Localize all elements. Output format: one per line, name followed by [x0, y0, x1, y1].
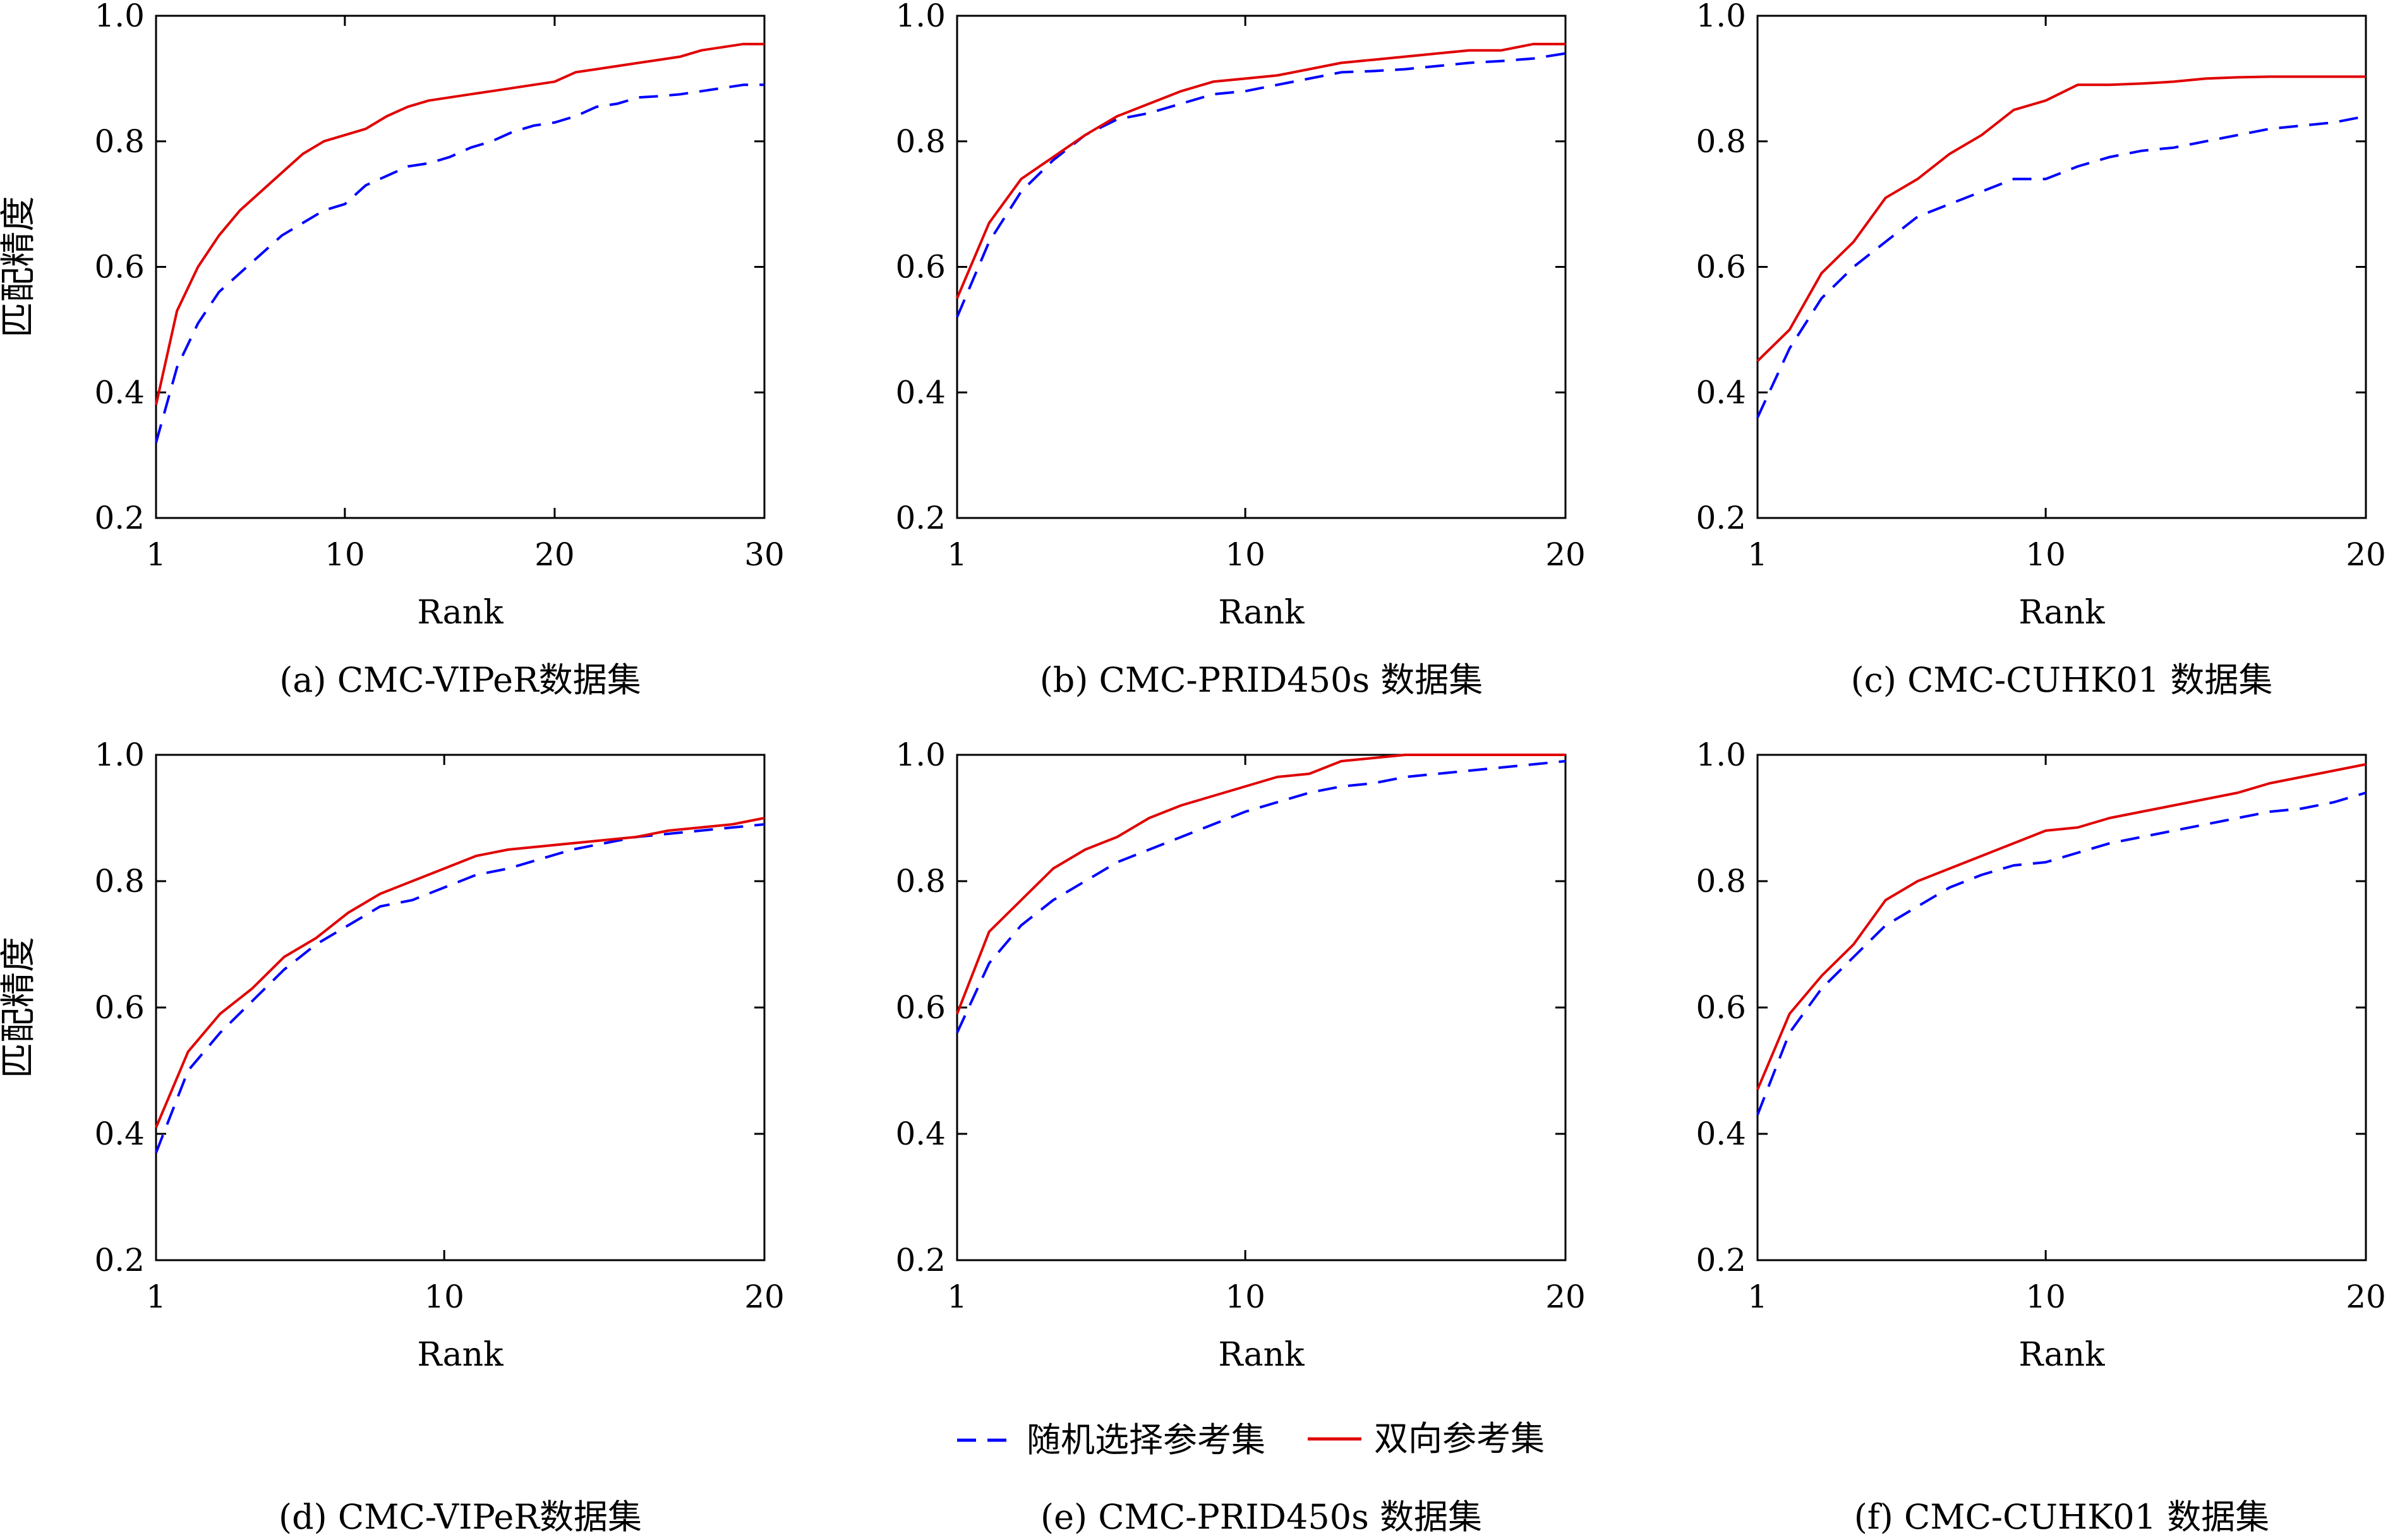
chart-panel-4: 0.2 0.4 0.6 0.8 1.0 1 10 20 Rank 匹配精度 (d) CMC-VIPe…	[0, 737, 785, 1537]
y-tick-label: 0.4	[1696, 374, 1746, 411]
y-tick-label: 0.8	[895, 863, 946, 899]
y-tick-label: 1.0	[895, 0, 946, 34]
y-tick-label: 0.4	[94, 1116, 145, 1152]
y-tick-label: 0.8	[1696, 123, 1746, 160]
x-tick-label: 1	[947, 536, 967, 573]
y-tick-label: 0.4	[1696, 1116, 1746, 1152]
y-tick-label: 0.6	[1696, 989, 1746, 1026]
y-tick-label: 1.0	[94, 737, 145, 773]
x-tick-label: 10	[424, 1278, 464, 1315]
x-tick-label: 30	[744, 536, 785, 573]
y-tick-label: 0.6	[94, 249, 145, 286]
x-tick-label: 20	[1545, 1278, 1586, 1315]
y-tick-label: 0.6	[94, 989, 145, 1026]
y-tick-label: 0.8	[895, 123, 946, 160]
x-tick-label: 20	[1545, 536, 1586, 573]
series-line-bidirectional	[1756, 763, 2367, 1090]
series-line-bidirectional	[1756, 75, 2366, 363]
y-tick-label: 0.2	[895, 1242, 946, 1278]
series-line-random	[956, 760, 1566, 1033]
x-tick-label: 1	[146, 1278, 166, 1315]
x-tick-label: 10	[2025, 536, 2066, 573]
chart-panel-5: 0.2 0.4 0.6 0.8 1.0 1 10 20 Rank (e) CMC-PRID450s…	[895, 737, 1585, 1537]
panel-caption: (d) CMC-VIPeR数据集	[279, 1497, 642, 1537]
panel-caption: (c) CMC-CUHK01 数据集	[1851, 660, 2273, 700]
series-line-bidirectional	[155, 817, 765, 1128]
chart-panel-1: 0.2 0.4 0.6 0.8 1.0 1 10 20 30 Rank 匹配精度 (a) CMC-VI…	[0, 0, 785, 700]
x-tick-label: 1	[1747, 1278, 1768, 1315]
panel-caption: (b) CMC-PRID450s 数据集	[1040, 660, 1483, 700]
y-tick-label: 0.2	[94, 500, 145, 536]
panel-caption: (f) CMC-CUHK01 数据集	[1854, 1497, 2270, 1537]
series-line-bidirectional	[956, 754, 1565, 1014]
x-tick-label: 20	[2346, 1278, 2386, 1315]
y-tick-label: 0.2	[1696, 500, 1746, 536]
chart-panel-6: 0.2 0.4 0.6 0.8 1.0 1 10 20 Rank (f) CMC-CUHK01 数…	[1696, 737, 2385, 1537]
y-tick-label: 0.8	[94, 863, 145, 899]
y-tick-label: 0.6	[895, 989, 946, 1026]
plot-frame	[956, 15, 1567, 519]
x-tick-label: 1	[146, 536, 166, 573]
legend: 随机选择参考集 双向参考集	[957, 1419, 1545, 1460]
x-axis-label: Rank	[417, 1336, 504, 1374]
y-axis-label: 匹配精度	[0, 937, 39, 1078]
series-line-random	[155, 823, 765, 1153]
x-tick-label: 20	[744, 1278, 785, 1315]
legend-bidirectional-label: 双向参考集	[1374, 1419, 1545, 1459]
chart-panel-3: 0.2 0.4 0.6 0.8 1.0 1 10 20 Rank (c) CMC-CUHK01 数…	[1696, 0, 2385, 700]
y-tick-label: 0.2	[1696, 1242, 1746, 1278]
plot-frame	[1756, 754, 2367, 1261]
panel-caption: (a) CMC-VIPeR数据集	[279, 660, 641, 700]
x-tick-label: 10	[325, 536, 365, 573]
series-line-bidirectional	[155, 42, 764, 406]
x-tick-label: 1	[947, 1278, 967, 1315]
y-tick-label: 0.8	[1696, 863, 1746, 899]
x-tick-label: 20	[534, 536, 575, 573]
y-tick-label: 1.0	[895, 737, 946, 773]
x-tick-label: 10	[1225, 1278, 1265, 1315]
x-axis-label: Rank	[1218, 594, 1305, 632]
panel-caption: (e) CMC-PRID450s 数据集	[1040, 1497, 1482, 1537]
y-tick-label: 0.8	[94, 123, 145, 160]
y-tick-label: 0.6	[1696, 249, 1746, 286]
y-tick-label: 0.4	[895, 374, 946, 411]
y-tick-label: 1.0	[1696, 737, 1746, 773]
plot-frame	[155, 15, 766, 519]
x-tick-label: 10	[2025, 1278, 2066, 1315]
x-axis-label: Rank	[1218, 1336, 1305, 1374]
y-tick-label: 1.0	[1696, 0, 1746, 34]
plot-frame	[1756, 15, 2367, 519]
x-axis-label: Rank	[417, 594, 504, 632]
y-tick-label: 0.6	[895, 249, 946, 286]
series-line-random	[1756, 115, 2367, 418]
x-tick-label: 10	[1225, 536, 1265, 573]
y-tick-label: 0.4	[895, 1116, 946, 1152]
y-tick-label: 0.4	[94, 374, 145, 411]
series-line-random	[956, 52, 1566, 318]
y-tick-label: 0.2	[94, 1242, 145, 1278]
series-line-random	[1756, 791, 2367, 1116]
y-axis-label: 匹配精度	[0, 196, 39, 338]
chart-panel-2: 0.2 0.4 0.6 0.8 1.0 1 10 20 Rank (b) CMC-PRID450s…	[895, 0, 1585, 700]
plot-frame	[956, 754, 1567, 1261]
legend-random-label: 随机选择参考集	[1027, 1420, 1265, 1460]
series-line-bidirectional	[956, 42, 1565, 299]
y-tick-label: 1.0	[94, 0, 145, 34]
x-axis-label: Rank	[2018, 594, 2105, 632]
x-tick-label: 20	[2346, 536, 2386, 573]
y-tick-label: 0.2	[895, 500, 946, 536]
x-axis-label: Rank	[2018, 1336, 2105, 1374]
x-tick-label: 1	[1747, 536, 1768, 573]
series-line-random	[155, 83, 764, 443]
